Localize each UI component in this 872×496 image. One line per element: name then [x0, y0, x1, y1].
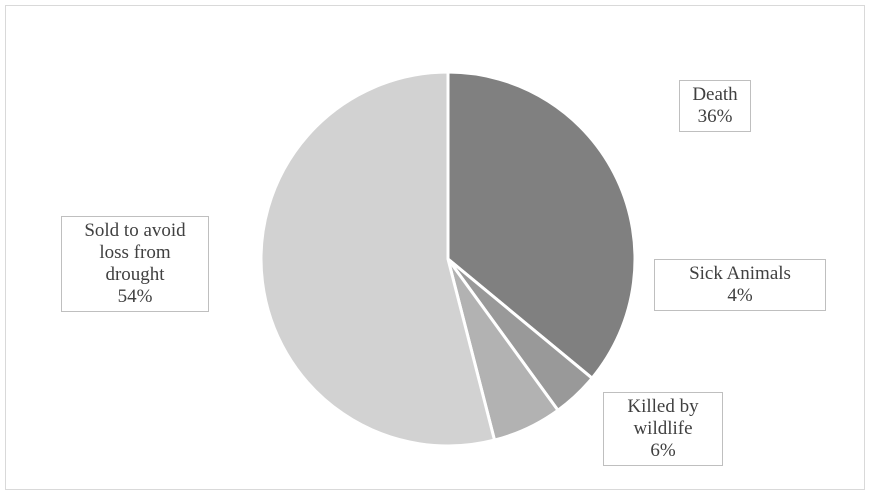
pie-slice-sold-to-avoid-loss-from-drought: [259, 70, 497, 448]
data-label-death-line-2: 36%: [697, 106, 733, 127]
data-label-death-line-1: Death: [692, 84, 738, 105]
data-label-sold-to-avoid-loss: Sold to avoid loss from drought 54%: [61, 216, 209, 312]
data-label-killed-by-wildlife-line-3: 6%: [650, 440, 676, 461]
data-label-killed-by-wildlife-line-1: Killed by: [627, 396, 699, 417]
pie-slices: [259, 70, 637, 448]
data-label-sold-line-1: Sold to avoid: [84, 220, 186, 241]
data-label-sold-line-3: drought: [105, 264, 165, 285]
data-label-killed-by-wildlife-line-2: wildlife: [633, 418, 693, 439]
data-label-sick-animals-line-2: 4%: [727, 285, 753, 306]
data-label-sick-animals: Sick Animals 4%: [654, 259, 826, 311]
data-label-sold-line-4: 54%: [117, 286, 153, 307]
data-label-death: Death 36%: [679, 80, 751, 132]
data-label-killed-by-wildlife: Killed by wildlife 6%: [603, 392, 723, 466]
data-label-sold-line-2: loss from: [99, 242, 171, 263]
pie-slice-death: [446, 70, 637, 380]
pie-chart: [259, 70, 637, 448]
chart-frame: Death 36% Sick Animals 4% Killed by wild…: [5, 5, 865, 490]
data-label-sick-animals-line-1: Sick Animals: [689, 263, 791, 284]
